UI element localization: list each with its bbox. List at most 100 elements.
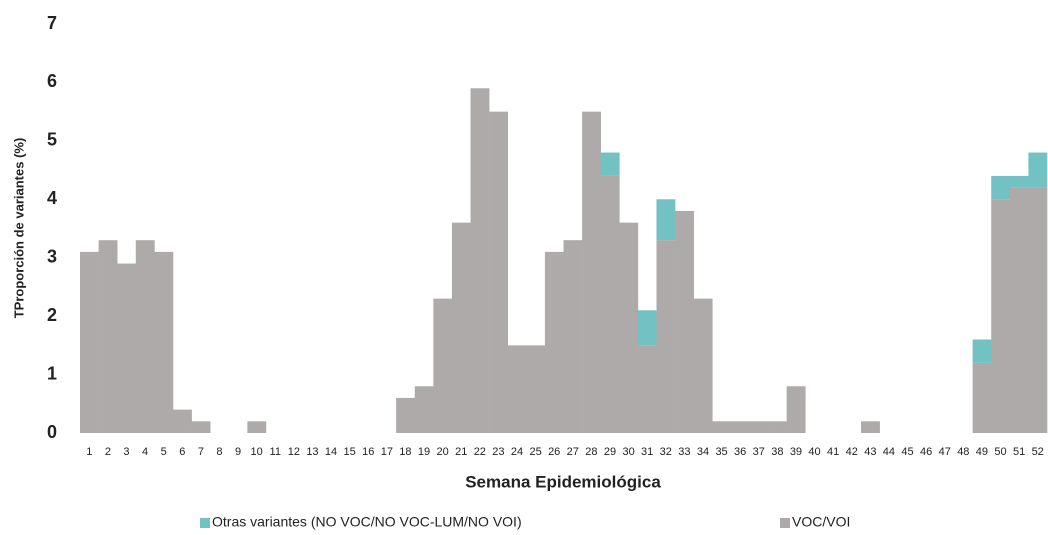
bar-segment — [972, 339, 992, 363]
bar-segment — [563, 240, 583, 433]
x-tick-label: 50 — [994, 446, 1006, 458]
y-tick-label: 3 — [47, 246, 57, 266]
x-tick-label: 12 — [288, 446, 300, 458]
x-tick-label: 52 — [1032, 446, 1044, 458]
x-tick-label: 19 — [418, 446, 430, 458]
x-tick-label: 24 — [511, 446, 523, 458]
x-tick-label: 1 — [86, 446, 92, 458]
bar-segment — [619, 222, 639, 433]
x-tick-label: 25 — [529, 446, 541, 458]
x-tick-label: 18 — [399, 446, 411, 458]
x-tick-label: 21 — [455, 446, 467, 458]
x-tick-label: 17 — [381, 446, 393, 458]
x-tick-label: 23 — [492, 446, 504, 458]
x-tick-label: 11 — [270, 446, 281, 458]
x-tick-label: 22 — [474, 446, 486, 458]
y-tick-label: 6 — [47, 71, 57, 91]
x-tick-label: 41 — [827, 446, 839, 458]
x-tick-label: 30 — [622, 446, 634, 458]
x-tick-label: 39 — [790, 446, 802, 458]
x-tick-label: 13 — [306, 446, 318, 458]
x-tick-label: 10 — [251, 446, 263, 458]
bar-segment — [582, 111, 601, 434]
x-tick-label: 37 — [753, 446, 765, 458]
x-tick-label: 44 — [883, 446, 895, 458]
bar-segment — [1009, 175, 1029, 188]
x-tick-label: 47 — [939, 446, 951, 458]
y-axis-title: TProporción de variantes (%) — [11, 138, 26, 319]
bar-segment — [749, 421, 769, 433]
bar-segment — [675, 210, 694, 433]
x-tick-label: 14 — [325, 446, 337, 458]
bar-segment — [786, 386, 806, 433]
bar-segment — [396, 397, 416, 433]
x-tick-label: 8 — [216, 446, 222, 458]
bar-segment — [414, 386, 434, 433]
bar-segment — [489, 111, 509, 434]
x-tick-label: 45 — [901, 446, 913, 458]
x-tick-label: 3 — [123, 446, 129, 458]
bar-segment — [730, 421, 750, 433]
bar-segment — [693, 298, 713, 433]
x-tick-label: 6 — [179, 446, 185, 458]
y-tick-label: 4 — [47, 188, 57, 208]
bar-segment — [600, 175, 620, 433]
y-tick-label: 7 — [47, 13, 57, 33]
bar-segment — [861, 421, 880, 433]
x-tick-label: 20 — [437, 446, 449, 458]
bar-segment — [991, 175, 1011, 200]
bar-segment — [433, 298, 453, 433]
bar-segment — [544, 251, 564, 433]
x-tick-label: 9 — [235, 446, 241, 458]
x-axis-title: Semana Epidemiológica — [465, 472, 661, 491]
x-tick-label: 15 — [344, 446, 356, 458]
bar-segment — [1028, 152, 1048, 188]
bar-segment — [507, 345, 527, 433]
bar-segment — [1009, 187, 1029, 433]
bar-segment — [1028, 187, 1048, 433]
x-tick-label: 40 — [808, 446, 820, 458]
bar-segment — [768, 421, 787, 433]
x-tick-label: 16 — [362, 446, 374, 458]
x-tick-label: 38 — [771, 446, 783, 458]
legend-label: Otras variantes (NO VOC/NO VOC-LUM/NO VO… — [212, 514, 522, 530]
bar-segment — [247, 421, 267, 433]
legend-swatch — [200, 518, 210, 528]
x-tick-label: 28 — [585, 446, 597, 458]
bar-segment — [98, 240, 118, 433]
x-tick-label: 51 — [1013, 446, 1025, 458]
x-tick-label: 27 — [567, 446, 579, 458]
bar-segment — [154, 251, 174, 433]
x-tick-label: 26 — [548, 446, 560, 458]
bar-segment — [191, 421, 211, 433]
bar-segment — [470, 88, 490, 434]
x-tick-label: 49 — [976, 446, 988, 458]
x-tick-label: 32 — [660, 446, 672, 458]
y-tick-label: 1 — [47, 363, 57, 383]
y-tick-label: 2 — [47, 305, 57, 325]
x-tick-label: 29 — [604, 446, 616, 458]
bar-segment — [656, 240, 676, 433]
y-tick-label: 0 — [47, 422, 57, 442]
bar-segment — [600, 152, 620, 176]
x-tick-label: 33 — [678, 446, 690, 458]
legend-swatch — [780, 518, 790, 528]
bar-segment — [972, 362, 992, 433]
bar-segment — [135, 240, 155, 433]
x-tick-label: 42 — [846, 446, 858, 458]
y-tick-label: 5 — [47, 130, 57, 150]
bar-segment — [637, 310, 657, 346]
x-tick-label: 31 — [641, 446, 653, 458]
bar-segment — [656, 199, 676, 241]
x-tick-label: 2 — [105, 446, 111, 458]
x-tick-label: 34 — [697, 446, 709, 458]
bar-segment — [991, 199, 1011, 433]
x-tick-label: 46 — [920, 446, 932, 458]
bar-segment — [526, 345, 546, 433]
x-tick-label: 36 — [734, 446, 746, 458]
x-tick-label: 35 — [715, 446, 727, 458]
bar-segment — [80, 251, 99, 433]
bar-segment — [117, 263, 137, 433]
x-tick-label: 7 — [198, 446, 204, 458]
